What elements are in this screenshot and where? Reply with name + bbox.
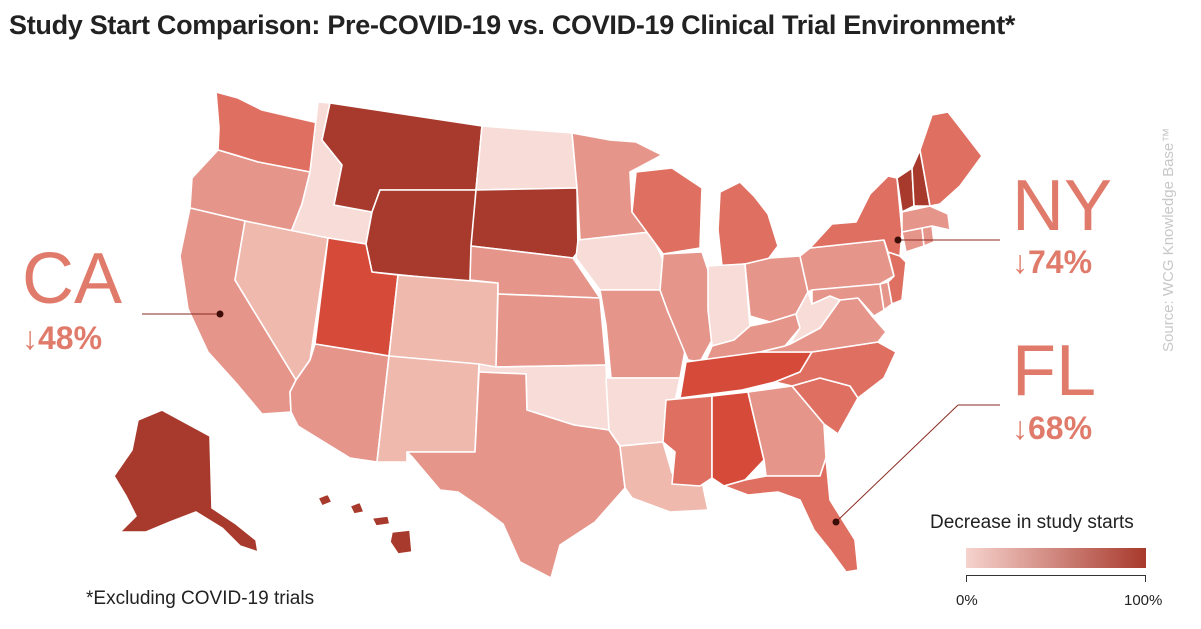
page-title: Study Start Comparison: Pre-COVID-19 vs.… [9, 10, 1016, 40]
state-AK[interactable] [113, 409, 259, 553]
ca-callout-abbr: CA [22, 239, 123, 319]
state-MA[interactable] [901, 205, 951, 233]
state-SD[interactable] [470, 187, 579, 259]
state-MI[interactable] [717, 181, 779, 267]
legend-min-label: 0% [956, 592, 978, 609]
state-ME[interactable] [919, 111, 983, 207]
state-LA[interactable] [619, 441, 709, 513]
footnote: *Excluding COVID-19 trials [86, 588, 315, 609]
fl-leader-dot [832, 518, 840, 526]
state-KS[interactable] [495, 293, 607, 368]
legend-axis [966, 575, 1146, 576]
state-WI[interactable] [631, 167, 703, 255]
state-ND[interactable] [475, 125, 578, 191]
state-WY[interactable] [365, 189, 477, 283]
state-FL[interactable] [723, 457, 859, 573]
legend-max-label: 100% [1124, 592, 1163, 609]
state-NJ[interactable] [887, 251, 907, 305]
fl-callout-value: ↓68% [1012, 410, 1093, 446]
fl-leader-line [835, 404, 959, 523]
state-TX[interactable] [406, 371, 626, 579]
ny-leader-dot [894, 236, 902, 244]
legend-gradient-bar [966, 548, 1146, 568]
legend-tick-min [966, 575, 967, 582]
state-RI[interactable] [921, 225, 935, 247]
ny-callout-abbr: NY [1012, 166, 1113, 246]
state-NC[interactable] [774, 341, 897, 399]
source-credit: Source: WCG Knowledge Base™ [1160, 127, 1177, 352]
state-CO[interactable] [388, 274, 499, 368]
state-MN[interactable] [571, 132, 663, 241]
state-HI[interactable] [317, 493, 413, 555]
ny-callout-value: ↓74% [1012, 244, 1093, 280]
ca-leader-dot [216, 310, 224, 318]
ca-callout-value: ↓48% [22, 320, 103, 356]
fl-callout-abbr: FL [1012, 331, 1097, 411]
legend-title: Decrease in study starts [930, 512, 1134, 533]
state-NM[interactable] [376, 355, 480, 463]
legend-tick-max [1145, 575, 1146, 582]
